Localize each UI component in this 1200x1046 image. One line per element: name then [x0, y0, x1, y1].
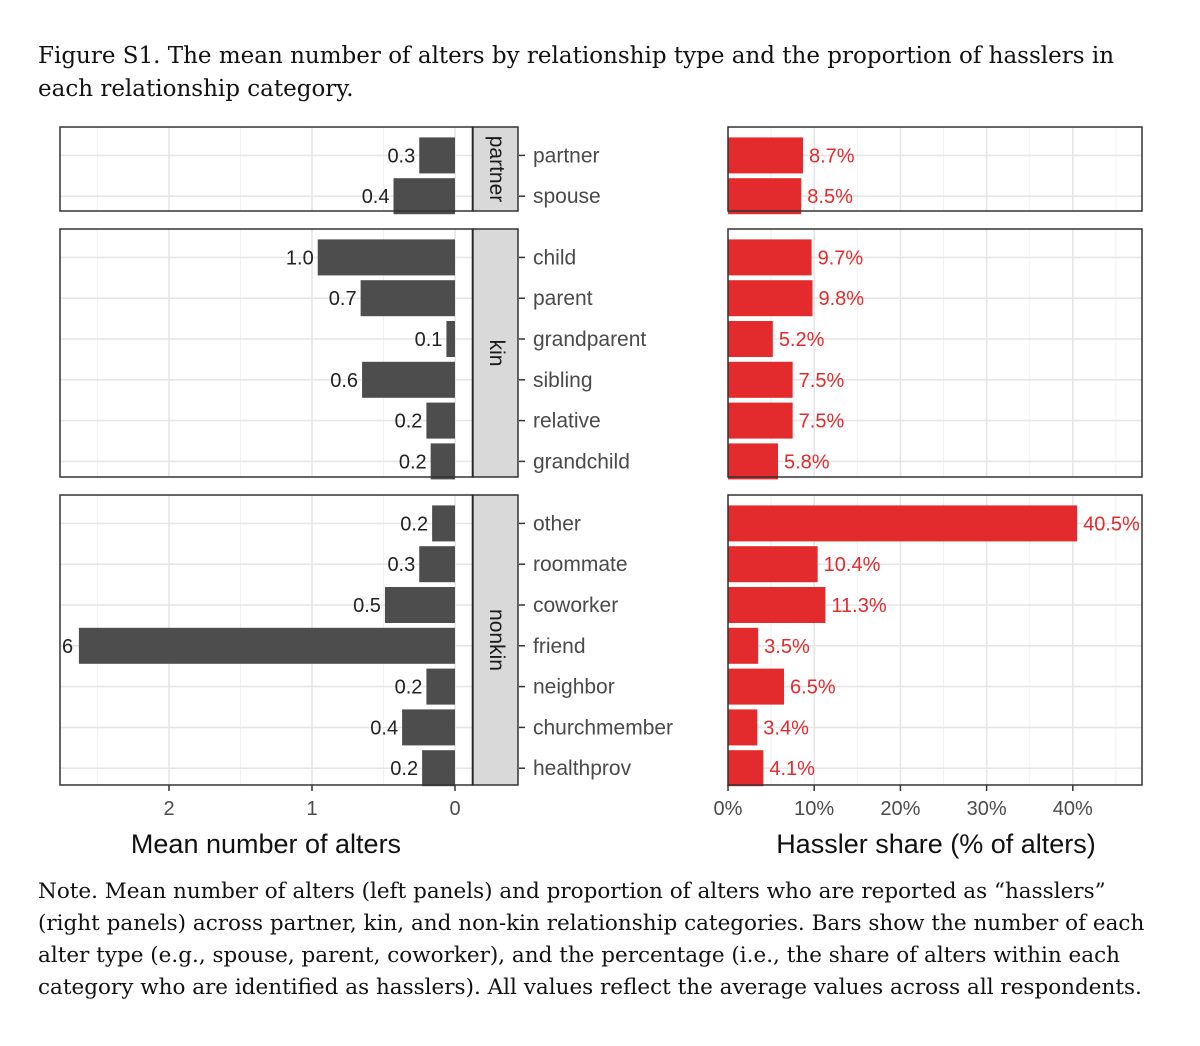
right-axis-title: Hassler share (% of alters)	[776, 829, 1096, 859]
category-label-spouse: spouse	[533, 185, 601, 208]
right-panel-border-kin	[727, 228, 1143, 478]
facet-strip-partner	[472, 126, 519, 212]
right-data-label-friend: 3.5%	[764, 636, 810, 658]
facet-strip-label-kin: kin	[485, 340, 508, 367]
left-bar-grandchild	[430, 443, 455, 480]
left-data-label-healthprov: 0.2	[390, 758, 418, 780]
right-bar-grandchild	[728, 443, 778, 480]
category-label-friend: friend	[533, 635, 586, 658]
left-data-label-neighbor: 0.2	[395, 677, 423, 699]
right-data-label-relative: 7.5%	[799, 411, 845, 433]
left-data-label-parent: 0.7	[329, 288, 357, 310]
right-bar-partner	[728, 137, 803, 174]
left-data-label-roommate: 0.3	[387, 554, 415, 576]
left-data-label-friend: 6	[62, 636, 73, 658]
category-label-neighbor: neighbor	[533, 676, 615, 699]
left-bar-grandparent	[446, 321, 455, 357]
right-panel-border-partner	[727, 126, 1143, 212]
right-bar-relative	[728, 402, 793, 439]
right-bar-roommate	[728, 546, 818, 583]
category-label-parent: parent	[533, 287, 593, 310]
left-data-label-grandchild: 0.2	[399, 451, 427, 473]
left-bar-neighbor	[426, 668, 455, 705]
category-label-healthprov: healthprov	[533, 757, 632, 780]
right-data-label-healthprov: 4.1%	[769, 758, 815, 780]
left-axis-tick-label: 0	[449, 798, 460, 820]
right-data-label-sibling: 7.5%	[799, 370, 845, 392]
category-label-roommate: roommate	[533, 553, 628, 576]
right-bar-neighbor	[728, 668, 785, 705]
left-bar-spouse	[393, 178, 455, 215]
left-data-label-other: 0.2	[400, 513, 428, 535]
left-bar-parent	[360, 280, 455, 317]
left-bar-relative	[426, 402, 455, 439]
facet-strip-kin	[472, 228, 519, 478]
right-bar-other	[728, 505, 1078, 542]
left-data-label-child: 1.0	[286, 247, 314, 269]
category-label-churchmember: churchmember	[533, 716, 673, 739]
left-data-label-grandparent: 0.1	[415, 329, 443, 351]
category-label-partner: partner	[533, 144, 600, 167]
right-bar-parent	[728, 280, 813, 317]
left-bar-healthprov	[422, 750, 455, 787]
right-axis-tick-label: 10%	[794, 798, 834, 820]
left-bar-partner	[419, 137, 455, 174]
category-label-child: child	[533, 246, 576, 269]
right-data-label-parent: 9.8%	[818, 288, 864, 310]
right-data-label-partner: 8.7%	[809, 145, 855, 167]
right-bar-grandparent	[728, 321, 773, 357]
left-data-label-partner: 0.3	[387, 145, 415, 167]
right-axis-tick-label: 20%	[880, 798, 920, 820]
left-data-label-relative: 0.2	[395, 411, 423, 433]
right-bar-child	[728, 239, 812, 276]
left-axis-tick-label: 2	[163, 798, 174, 820]
left-data-label-spouse: 0.4	[362, 186, 390, 208]
right-axis-tick-label: 30%	[967, 798, 1007, 820]
left-bar-roommate	[419, 546, 455, 583]
left-bar-friend	[78, 627, 455, 664]
left-data-label-coworker: 0.5	[353, 595, 381, 617]
category-label-coworker: coworker	[533, 594, 618, 617]
figure-note: Note. Mean number of alters (left panels…	[38, 879, 1145, 1000]
left-bar-other	[432, 505, 455, 542]
right-data-label-child: 9.7%	[818, 247, 864, 269]
facet-strip-label-nonkin: nonkin	[485, 609, 508, 671]
right-data-label-roommate: 10.4%	[824, 554, 881, 576]
facet-strip-label-partner: partner	[485, 136, 508, 203]
left-axis-title: Mean number of alters	[131, 829, 401, 859]
right-axis-tick-label: 40%	[1053, 798, 1093, 820]
right-data-label-coworker: 11.3%	[831, 595, 886, 617]
right-bar-healthprov	[728, 750, 764, 787]
category-label-sibling: sibling	[533, 369, 593, 392]
left-axis-tick-label: 1	[306, 798, 317, 820]
right-bar-churchmember	[728, 709, 758, 746]
left-bar-sibling	[362, 361, 455, 398]
right-axis-tick-label: 0%	[714, 798, 743, 820]
right-data-label-grandchild: 5.8%	[784, 451, 830, 473]
right-bar-coworker	[728, 587, 826, 623]
left-bar-churchmember	[402, 709, 455, 746]
right-bar-sibling	[728, 361, 793, 398]
right-panel-border-nonkin	[727, 494, 1143, 786]
right-data-label-churchmember: 3.4%	[763, 717, 809, 739]
category-label-grandchild: grandchild	[533, 450, 630, 473]
left-data-label-sibling: 0.6	[330, 370, 358, 392]
facet-strip-nonkin	[472, 494, 519, 786]
category-label-grandparent: grandparent	[533, 328, 646, 351]
right-data-label-grandparent: 5.2%	[779, 329, 825, 351]
right-bar-friend	[728, 627, 759, 664]
left-data-label-churchmember: 0.4	[370, 717, 398, 739]
right-data-label-spouse: 8.5%	[807, 186, 853, 208]
category-label-relative: relative	[533, 410, 601, 433]
right-data-label-neighbor: 6.5%	[790, 677, 836, 699]
right-bar-spouse	[728, 178, 802, 215]
left-bar-child	[317, 239, 455, 276]
category-label-other: other	[533, 512, 581, 535]
figure-title: Figure S1. The mean number of alters by …	[38, 43, 1115, 102]
left-bar-coworker	[384, 587, 455, 623]
right-data-label-other: 40.5%	[1083, 513, 1140, 535]
